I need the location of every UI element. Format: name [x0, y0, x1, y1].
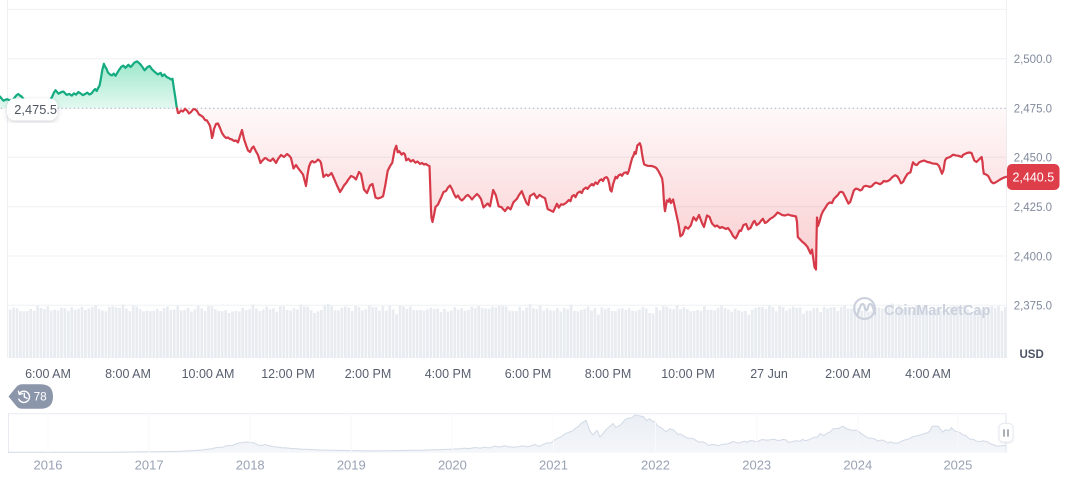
svg-text:2,440.5: 2,440.5	[1012, 171, 1054, 185]
svg-text:2,425.0: 2,425.0	[1014, 202, 1052, 214]
svg-text:2023: 2023	[742, 458, 771, 473]
svg-text:10:00 AM: 10:00 AM	[182, 367, 235, 381]
svg-text:2017: 2017	[135, 458, 164, 473]
svg-text:10:00 PM: 10:00 PM	[661, 367, 715, 381]
svg-text:2022: 2022	[641, 458, 670, 473]
svg-text:4:00 PM: 4:00 PM	[425, 367, 472, 381]
svg-text:6:00 PM: 6:00 PM	[505, 367, 552, 381]
svg-text:8:00 AM: 8:00 AM	[105, 367, 151, 381]
svg-text:2,475.0: 2,475.0	[1014, 104, 1052, 116]
svg-text:12:00 PM: 12:00 PM	[261, 367, 315, 381]
svg-text:2019: 2019	[337, 458, 366, 473]
svg-text:2025: 2025	[943, 458, 972, 473]
svg-text:2,475.5: 2,475.5	[14, 102, 57, 117]
svg-text:2,375.0: 2,375.0	[1014, 301, 1052, 313]
svg-text:27 Jun: 27 Jun	[750, 367, 788, 381]
svg-text:78: 78	[34, 389, 48, 403]
svg-text:2,400.0: 2,400.0	[1014, 251, 1052, 263]
svg-text:USD: USD	[1020, 349, 1044, 361]
svg-text:CoinMarketCap: CoinMarketCap	[884, 303, 990, 319]
svg-text:4:00 AM: 4:00 AM	[905, 367, 951, 381]
svg-text:8:00 PM: 8:00 PM	[585, 367, 632, 381]
svg-text:2021: 2021	[539, 458, 568, 473]
svg-text:2,450.0: 2,450.0	[1014, 153, 1052, 165]
svg-text:6:00 AM: 6:00 AM	[25, 367, 71, 381]
svg-text:2:00 AM: 2:00 AM	[825, 367, 871, 381]
svg-text:2016: 2016	[34, 458, 63, 473]
svg-text:2018: 2018	[236, 458, 265, 473]
svg-text:2020: 2020	[438, 458, 467, 473]
svg-text:2:00 PM: 2:00 PM	[345, 367, 392, 381]
svg-text:2024: 2024	[843, 458, 872, 473]
svg-text:2,500.0: 2,500.0	[1014, 54, 1052, 66]
